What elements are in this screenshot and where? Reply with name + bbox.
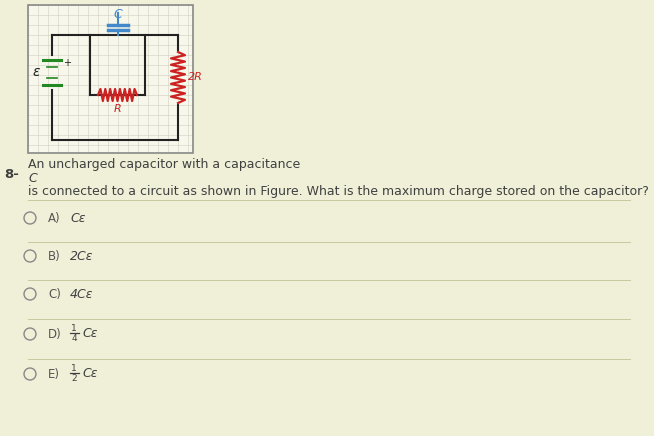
Text: Cε: Cε bbox=[82, 327, 97, 340]
Bar bbox=[28, 5, 193, 153]
Text: 1: 1 bbox=[71, 324, 77, 333]
Text: is connected to a circuit as shown in Figure. What is the maximum charge stored : is connected to a circuit as shown in Fi… bbox=[28, 185, 649, 198]
Text: A): A) bbox=[48, 211, 61, 225]
Bar bbox=[28, 5, 193, 153]
Text: 1: 1 bbox=[71, 364, 77, 373]
Text: 2R: 2R bbox=[188, 72, 203, 82]
Text: An uncharged capacitor with a capacitance: An uncharged capacitor with a capacitanc… bbox=[28, 158, 300, 171]
Text: 2: 2 bbox=[71, 374, 77, 382]
Text: 4Cε: 4Cε bbox=[70, 287, 94, 300]
Text: C): C) bbox=[48, 287, 61, 300]
Text: Cε: Cε bbox=[70, 211, 86, 225]
Text: R: R bbox=[114, 104, 122, 114]
Text: Cε: Cε bbox=[82, 367, 97, 379]
Text: B): B) bbox=[48, 249, 61, 262]
Text: E): E) bbox=[48, 368, 60, 381]
Text: C: C bbox=[28, 172, 37, 185]
Text: 2Cε: 2Cε bbox=[70, 249, 94, 262]
Text: 8-: 8- bbox=[4, 168, 19, 181]
Text: 4: 4 bbox=[71, 334, 77, 343]
Text: ε: ε bbox=[32, 65, 40, 79]
Text: C: C bbox=[114, 8, 122, 21]
Text: D): D) bbox=[48, 327, 61, 341]
Text: +: + bbox=[63, 58, 71, 68]
